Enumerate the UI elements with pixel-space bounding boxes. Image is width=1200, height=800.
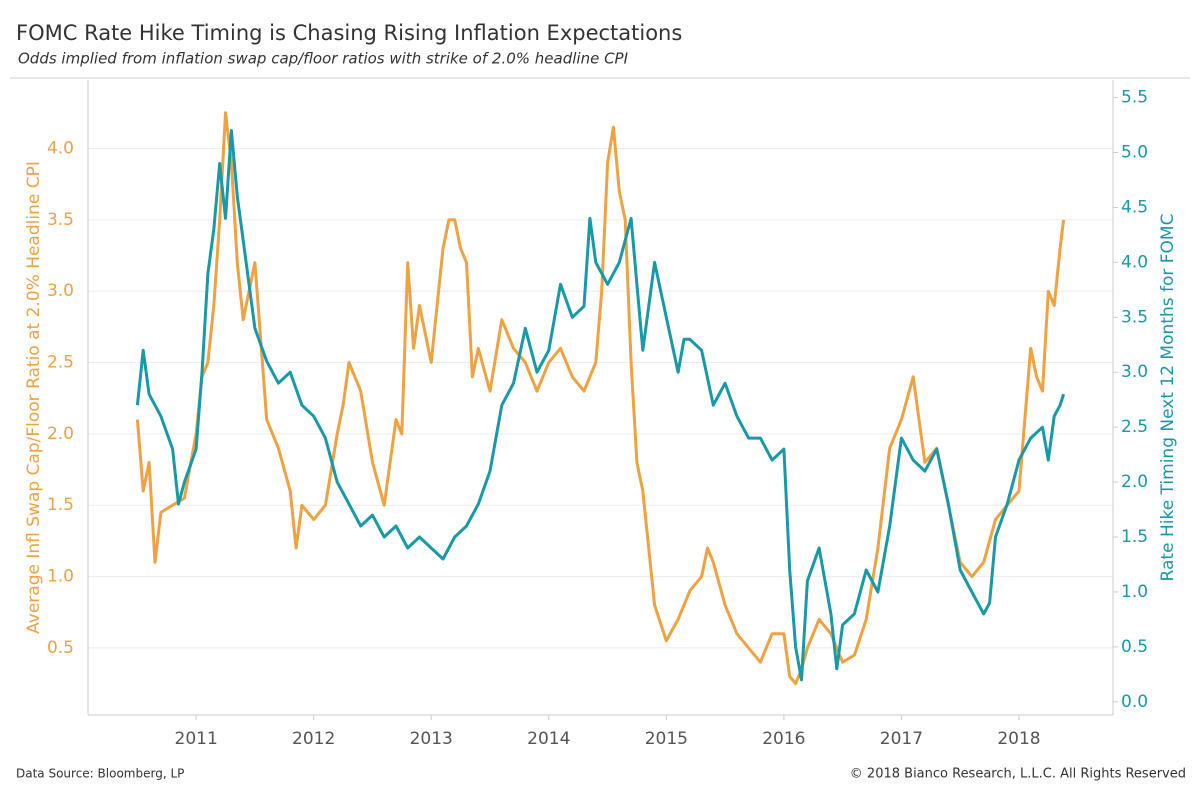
x-tick-label: 2013 xyxy=(410,729,453,749)
source: Data Source: Bloomberg, LP xyxy=(16,767,184,781)
x-tick-label: 2012 xyxy=(292,729,335,749)
y2-tick-label: 1.0 xyxy=(1121,582,1148,602)
y2-tick-label: 3.5 xyxy=(1121,307,1148,327)
y2-tick-label: 4.0 xyxy=(1121,252,1148,272)
y-tick-label: 3.5 xyxy=(47,210,74,230)
y2-tick-label: 3.0 xyxy=(1121,362,1148,382)
y2-tick-label: 0.0 xyxy=(1121,692,1148,712)
y-axis-label: Average Infl Swap Cap/Floor Ratio at 2.0… xyxy=(24,161,44,634)
chart-title: FOMC Rate Hike Timing is Chasing Rising … xyxy=(16,21,682,45)
y2-tick-label: 1.5 xyxy=(1121,527,1148,547)
y2-tick-label: 2.5 xyxy=(1121,417,1148,437)
x-tick-label: 2017 xyxy=(880,729,923,749)
y-tick-label: 4.0 xyxy=(47,138,74,158)
copyright: © 2018 Bianco Research, L.L.C. All Right… xyxy=(850,767,1186,782)
y2-tick-label: 0.5 xyxy=(1121,637,1148,657)
y2-tick-label: 5.0 xyxy=(1121,143,1148,163)
y-tick-label: 0.5 xyxy=(47,638,74,658)
y2-axis-label: Rate Hike Timing Next 12 Months for FOMC xyxy=(1158,214,1178,582)
y2-tick-label: 4.5 xyxy=(1121,197,1148,217)
series-line xyxy=(135,129,1066,682)
x-tick-label: 2014 xyxy=(527,729,570,749)
y-tick-label: 2.5 xyxy=(47,353,74,373)
chart-subtitle: Odds implied from inflation swap cap/flo… xyxy=(18,50,629,68)
x-tick-label: 2015 xyxy=(645,729,688,749)
y-tick-label: 3.0 xyxy=(47,281,74,301)
series-line xyxy=(135,111,1066,686)
y2-tick-label: 2.0 xyxy=(1121,472,1148,492)
y-tick-label: 2.0 xyxy=(47,424,74,444)
x-tick-label: 2018 xyxy=(997,729,1040,749)
x-tick-label: 2011 xyxy=(175,729,218,749)
y-tick-label: 1.0 xyxy=(47,567,74,587)
y2-tick-label: 5.5 xyxy=(1121,88,1148,108)
y-tick-label: 1.5 xyxy=(47,495,74,515)
x-tick-label: 2016 xyxy=(762,729,805,749)
